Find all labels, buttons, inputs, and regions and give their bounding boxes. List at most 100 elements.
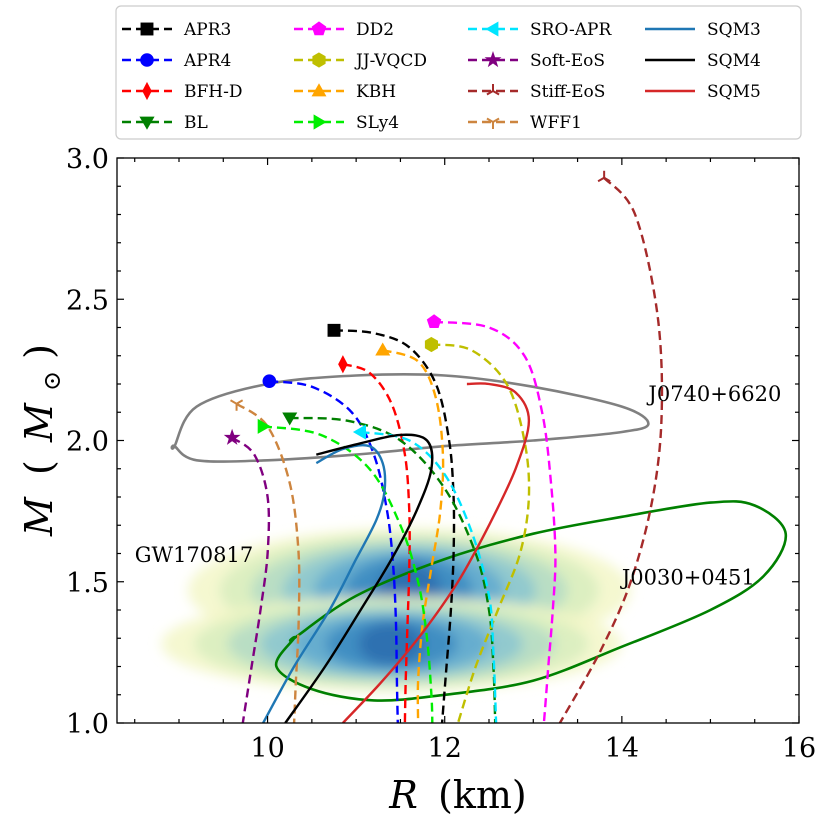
- series-marker-bl: [282, 412, 298, 426]
- legend-entry-apr3: APR3: [122, 20, 231, 40]
- legend-entry-dd2: DD2: [294, 20, 394, 40]
- legend-marker: [142, 81, 152, 101]
- y-tick-label: 1.5: [66, 568, 109, 599]
- series-line-kbh: [382, 348, 445, 723]
- legend-label: SQM5: [707, 82, 761, 102]
- legend-label: BL: [184, 113, 208, 133]
- axis-tick-labels: 10 12 14 16 1.0 1.5 2.0 2.5 3.0: [66, 144, 816, 764]
- legend-entry-stiff-eos: Stiff-EoS: [468, 82, 605, 102]
- legend-label: DD2: [356, 20, 394, 40]
- legend-label: SRO-APR: [530, 20, 612, 40]
- series-marker-apr4: [262, 374, 277, 388]
- y-tick-label: 2.0: [66, 427, 109, 458]
- series-line-sqm3: [262, 443, 387, 723]
- contour-j0030-0451: [274, 500, 788, 702]
- annotation-j0030-0451: J0030+0451: [620, 566, 755, 590]
- series-marker-bfh-d: [338, 355, 348, 374]
- marker-layer: [223, 170, 611, 445]
- legend-label: WFF1: [530, 113, 582, 133]
- legend-marker: [485, 21, 499, 37]
- y-axis-unit-sub: ⊙: [38, 371, 66, 391]
- series-line-sly4: [262, 425, 434, 723]
- legend-label: Stiff-EoS: [530, 82, 605, 102]
- annotations: J0740+6620 GW170817 J0030+0451: [135, 382, 782, 590]
- legend-entry-sro-apr: SRO-APR: [468, 20, 612, 40]
- legend-marker: [311, 21, 327, 36]
- legend-entry-kbh: KBH: [294, 82, 396, 102]
- series-marker-jj-vqcd: [424, 336, 438, 353]
- legend-label: SQM4: [707, 51, 761, 71]
- legend-label: APR4: [183, 51, 231, 71]
- y-axis-label: M ( M ⊙ ): [17, 344, 69, 537]
- x-tick-label: 10: [250, 733, 284, 764]
- legend-label: APR3: [183, 20, 231, 40]
- x-tick-label: 16: [782, 733, 816, 764]
- density-shading: [161, 528, 631, 692]
- legend-label: KBH: [356, 82, 396, 102]
- legend-entry-apr4: APR4: [122, 51, 231, 71]
- series-line-jj-vqcd: [431, 343, 531, 723]
- series-layer: [231, 176, 664, 723]
- legend-marker: [140, 53, 154, 67]
- axis-ticks: [117, 157, 800, 724]
- series-marker-dd2: [426, 314, 442, 328]
- legend-entry-sly4: SLy4: [294, 113, 399, 133]
- series-line-apr3: [333, 329, 456, 723]
- x-tick-label: 12: [428, 733, 462, 764]
- legend-entry-sqm3: SQM3: [645, 20, 761, 40]
- series-line-wff1: [235, 402, 301, 723]
- x-axis-var: R: [388, 773, 418, 817]
- contour-j0740-6620: [170, 372, 650, 463]
- x-tick-label: 14: [605, 733, 639, 764]
- legend-marker: [312, 52, 326, 68]
- legend-marker: [313, 114, 327, 130]
- legend-entry-bfh-d: BFH-D: [122, 81, 243, 102]
- legend-marker: [140, 22, 154, 36]
- legend-entry-jj-vqcd: JJ-VQCD: [294, 51, 427, 71]
- legend-marker: [484, 51, 502, 68]
- series-line-bl: [289, 416, 497, 723]
- x-axis-unit: (km): [438, 773, 527, 817]
- legend-label: BFH-D: [184, 82, 243, 102]
- legend-label: SLy4: [356, 113, 399, 133]
- legend-label: JJ-VQCD: [354, 51, 427, 71]
- y-tick-label: 2.5: [66, 285, 109, 316]
- series-line-dd2: [433, 320, 557, 723]
- legend-marker: [311, 83, 327, 97]
- legend-entry-wff1: WFF1: [468, 113, 582, 133]
- y-tick-label: 3.0: [66, 144, 109, 175]
- legend-marker: [486, 117, 500, 129]
- legend-frame: [115, 5, 802, 140]
- series-line-bfh-d: [342, 363, 411, 723]
- series-marker-kbh: [375, 342, 391, 356]
- series-marker-sly4: [257, 418, 271, 434]
- legend-entry-sqm5: SQM5: [645, 82, 761, 102]
- series-marker-stiff-eos: [597, 170, 611, 183]
- series-line-sro-apr: [360, 430, 498, 723]
- legend-entry-sqm4: SQM4: [645, 51, 761, 71]
- annotation-j0740-6620: J0740+6620: [646, 382, 781, 406]
- series-marker-sro-apr: [352, 424, 366, 440]
- y-axis-unit: M: [17, 402, 61, 443]
- y-axis-var: M: [17, 496, 61, 537]
- series-line-soft-eos: [231, 436, 271, 723]
- y-tick-label: 1.0: [66, 709, 109, 740]
- series-line-sqm4: [284, 433, 434, 723]
- annotation-gw170817: GW170817: [135, 543, 254, 567]
- gw170817-density: [161, 528, 631, 692]
- series-line-stiff-eos: [558, 176, 664, 723]
- series-marker-apr3: [327, 323, 341, 337]
- contour-layer: [170, 372, 788, 702]
- legend-entry-bl: BL: [122, 113, 208, 133]
- svg-text:M ( M ⊙: M ( M ⊙ ): [17, 344, 69, 537]
- series-marker-wff1: [230, 399, 244, 411]
- legend-label: Soft-EoS: [530, 51, 605, 71]
- series-line-sqm5: [342, 382, 531, 723]
- legend-marker: [139, 116, 155, 130]
- legend-entry-soft-eos: Soft-EoS: [468, 51, 605, 71]
- legend-marker: [486, 84, 500, 96]
- series-marker-soft-eos: [223, 428, 241, 445]
- x-axis-label: R (km): [388, 773, 526, 817]
- legend-label: SQM3: [707, 20, 761, 40]
